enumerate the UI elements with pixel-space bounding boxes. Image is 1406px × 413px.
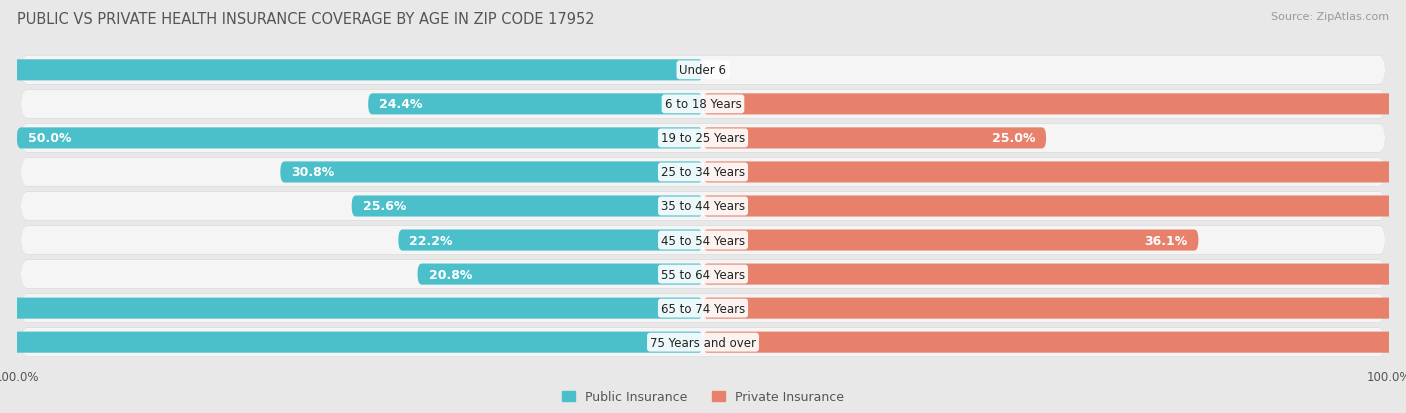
Text: PUBLIC VS PRIVATE HEALTH INSURANCE COVERAGE BY AGE IN ZIP CODE 17952: PUBLIC VS PRIVATE HEALTH INSURANCE COVER… <box>17 12 595 27</box>
FancyBboxPatch shape <box>21 90 1385 119</box>
FancyBboxPatch shape <box>21 226 1385 255</box>
Text: 20.8%: 20.8% <box>429 268 472 281</box>
Text: 25 to 34 Years: 25 to 34 Years <box>661 166 745 179</box>
FancyBboxPatch shape <box>21 192 1385 221</box>
FancyBboxPatch shape <box>21 328 1385 357</box>
FancyBboxPatch shape <box>418 264 703 285</box>
FancyBboxPatch shape <box>703 94 1406 115</box>
Text: Source: ZipAtlas.com: Source: ZipAtlas.com <box>1271 12 1389 22</box>
FancyBboxPatch shape <box>352 196 703 217</box>
Text: 45 to 54 Years: 45 to 54 Years <box>661 234 745 247</box>
Text: 6 to 18 Years: 6 to 18 Years <box>665 98 741 111</box>
Text: Under 6: Under 6 <box>679 64 727 77</box>
FancyBboxPatch shape <box>21 56 1385 85</box>
FancyBboxPatch shape <box>703 264 1406 285</box>
FancyBboxPatch shape <box>703 196 1406 217</box>
Text: 36.1%: 36.1% <box>1144 234 1188 247</box>
FancyBboxPatch shape <box>21 192 1385 221</box>
FancyBboxPatch shape <box>21 124 1385 153</box>
FancyBboxPatch shape <box>17 128 703 149</box>
FancyBboxPatch shape <box>0 298 703 319</box>
Text: 75 Years and over: 75 Years and over <box>650 336 756 349</box>
FancyBboxPatch shape <box>21 90 1385 119</box>
Text: 65 to 74 Years: 65 to 74 Years <box>661 302 745 315</box>
FancyBboxPatch shape <box>21 328 1385 356</box>
FancyBboxPatch shape <box>280 162 703 183</box>
Text: 55 to 64 Years: 55 to 64 Years <box>661 268 745 281</box>
Text: 30.8%: 30.8% <box>291 166 335 179</box>
FancyBboxPatch shape <box>21 260 1385 289</box>
Text: 50.0%: 50.0% <box>28 132 72 145</box>
FancyBboxPatch shape <box>21 294 1385 323</box>
FancyBboxPatch shape <box>0 60 703 81</box>
FancyBboxPatch shape <box>21 124 1385 153</box>
FancyBboxPatch shape <box>21 294 1385 323</box>
FancyBboxPatch shape <box>21 226 1385 255</box>
FancyBboxPatch shape <box>21 260 1385 289</box>
FancyBboxPatch shape <box>703 230 1198 251</box>
FancyBboxPatch shape <box>703 332 1406 353</box>
FancyBboxPatch shape <box>703 162 1406 183</box>
Text: 35 to 44 Years: 35 to 44 Years <box>661 200 745 213</box>
FancyBboxPatch shape <box>703 128 1046 149</box>
Text: 19 to 25 Years: 19 to 25 Years <box>661 132 745 145</box>
Text: 25.0%: 25.0% <box>991 132 1035 145</box>
Text: 22.2%: 22.2% <box>409 234 453 247</box>
FancyBboxPatch shape <box>0 332 703 353</box>
Text: 24.4%: 24.4% <box>380 98 423 111</box>
FancyBboxPatch shape <box>21 158 1385 187</box>
FancyBboxPatch shape <box>21 158 1385 187</box>
Text: 25.6%: 25.6% <box>363 200 406 213</box>
FancyBboxPatch shape <box>21 57 1385 85</box>
FancyBboxPatch shape <box>368 94 703 115</box>
Legend: Public Insurance, Private Insurance: Public Insurance, Private Insurance <box>557 385 849 408</box>
FancyBboxPatch shape <box>398 230 703 251</box>
FancyBboxPatch shape <box>703 298 1406 319</box>
